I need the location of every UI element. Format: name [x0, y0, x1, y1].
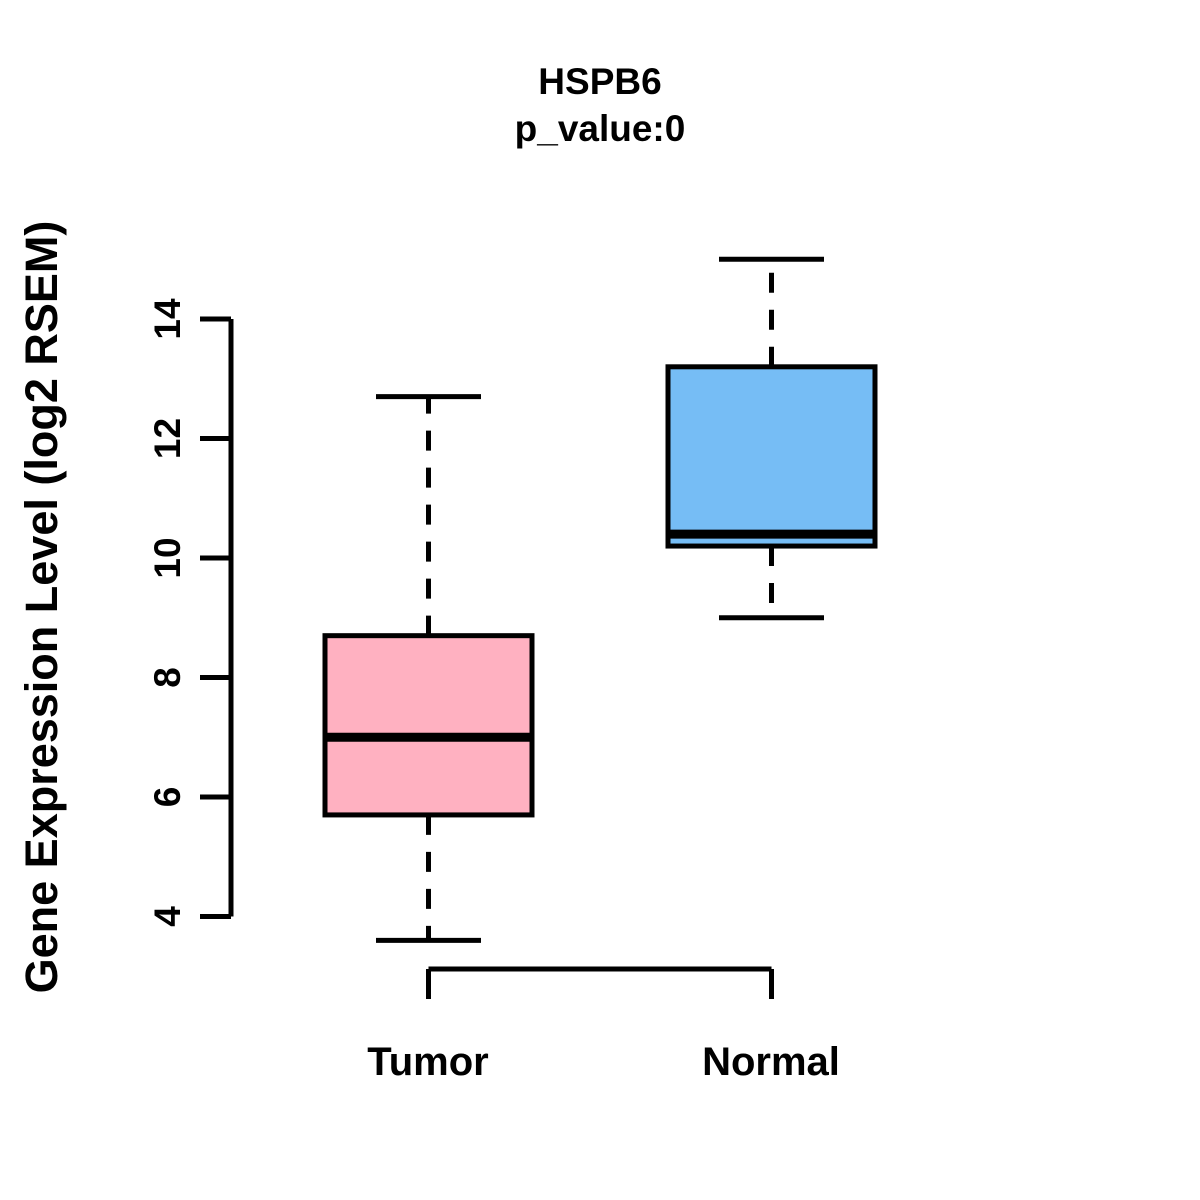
y-axis-title: Gene Expression Level (log2 RSEM) — [16, 220, 67, 994]
chart-title: HSPB6 — [538, 61, 662, 102]
y-tick-label: 4 — [147, 906, 188, 927]
x-tick-label-tumor: Tumor — [367, 1040, 489, 1084]
y-tick-label: 12 — [147, 418, 188, 459]
y-tick-label: 8 — [147, 667, 188, 688]
box-tumor — [322, 633, 535, 818]
x-tick-label-normal: Normal — [702, 1040, 840, 1084]
chart-title-block: HSPB6 p_value:0 — [0, 58, 1200, 152]
y-tick-label: 6 — [147, 787, 188, 808]
chart-subtitle-pvalue: p_value:0 — [514, 108, 686, 149]
box-normal — [665, 364, 878, 549]
y-tick-label: 10 — [147, 537, 188, 578]
y-tick-label: 14 — [147, 298, 188, 340]
